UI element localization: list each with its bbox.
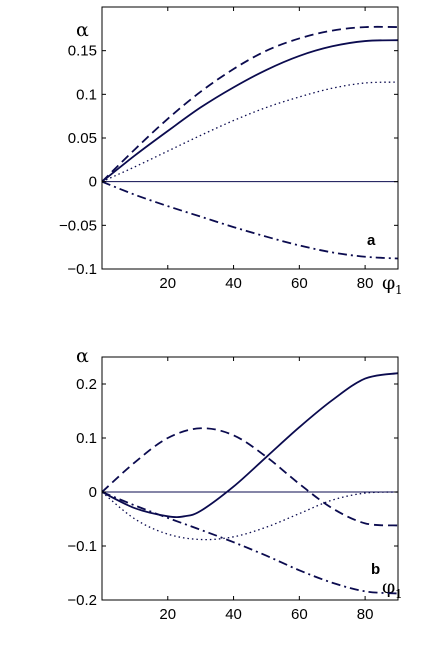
panel-a-y-axis-label: α [76, 19, 89, 41]
panel-b-y-axis-label: α [76, 345, 89, 367]
panel-b-y-tick-label: 0.2 [76, 376, 97, 393]
panel-a-series-dashed-line [101, 25, 399, 183]
panel-a-x-tick-label: 40 [225, 275, 242, 292]
panel-b-tag: b [371, 561, 380, 578]
panel-a-series-dotted-line [101, 81, 399, 183]
panel-b-series-dashdot-line [101, 491, 399, 595]
chart-panel-b: α φ 1 b 20 40 60 80 −0.2 −0.1 0 0.1 0.2 [67, 345, 402, 623]
panel-b-y-tick-label: 0.1 [76, 430, 97, 447]
panel-a-y-tick-label: 0.15 [68, 43, 97, 60]
panel-a-x-tick-label: 80 [357, 275, 374, 292]
panel-a-series-solid-line [101, 39, 399, 183]
panel-a-y-tick-label: 0.05 [68, 130, 97, 147]
panel-a-tag: a [367, 232, 376, 249]
panel-b-series-dotted-line [101, 491, 399, 541]
panel-a-y-tick-label: −0.05 [59, 217, 97, 234]
panel-b-x-axis-label: φ [382, 576, 395, 598]
panel-b-x-axis-subscript: 1 [395, 587, 403, 601]
panel-b-plot-frame [101, 356, 399, 601]
panel-b-x-tick-label: 80 [357, 606, 374, 623]
panel-b-x-tick-label: 40 [225, 606, 242, 623]
panel-b-series-dashed-line [101, 427, 399, 527]
panel-a-x-tick-label: 60 [291, 275, 308, 292]
panel-a-series-dashdot-line [101, 180, 399, 260]
panel-b-y-tick-label: 0 [89, 484, 97, 501]
panel-a-x-tick-label: 20 [159, 275, 176, 292]
panel-b-y-tick-label: −0.1 [67, 538, 97, 555]
panel-a-y-tick-label: −0.1 [67, 261, 97, 278]
panel-a-y-tick-label: 0.1 [76, 86, 97, 103]
panel-b-x-tick-label: 20 [159, 606, 176, 623]
panel-b-y-tick-label: −0.2 [67, 592, 97, 609]
panel-a-x-axis-label: φ [382, 272, 395, 294]
panel-a-y-tick-label: 0 [89, 174, 97, 191]
panel-a-x-axis-subscript: 1 [395, 283, 403, 297]
chart-panel-a: α φ 1 a 20 40 60 80 −0.1 −0.05 0 0.05 0.1 0.15 [59, 6, 403, 297]
panel-b-x-tick-label: 60 [291, 606, 308, 623]
